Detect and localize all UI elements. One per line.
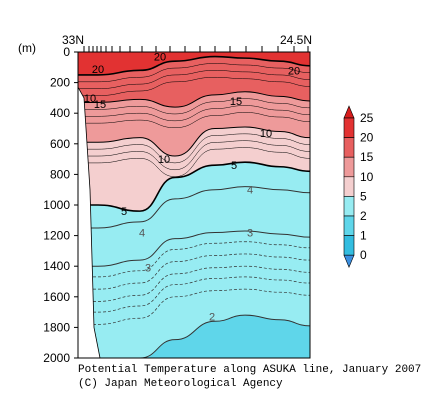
- y-tick-label: 200: [50, 76, 70, 90]
- contour-label: 15: [94, 99, 106, 111]
- contour-label: 10: [260, 128, 272, 140]
- contour-label: 20: [288, 65, 300, 77]
- legend-tick-label: 0: [360, 248, 367, 262]
- contour-label: 3: [145, 263, 151, 275]
- contour-5: [78, 161, 310, 212]
- contour-dashed: [78, 288, 310, 325]
- contour-label: 5: [121, 206, 127, 218]
- y-tick-label: 800: [50, 167, 70, 181]
- legend-arrow-top: [343, 105, 355, 119]
- contour-label: 15: [230, 96, 242, 108]
- legend-swatch: [343, 196, 355, 217]
- legend-tick-label: 5: [360, 189, 367, 203]
- y-tick-label: 1000: [43, 198, 70, 212]
- legend-tick-label: 10: [360, 170, 374, 184]
- y-axis-unit-label: (m): [18, 41, 36, 55]
- contour-label: 5: [231, 160, 237, 172]
- contour-label: 10: [84, 93, 96, 105]
- contour-minor: [78, 133, 310, 164]
- legend-tick-label: 20: [360, 131, 374, 145]
- contour-minor: [78, 140, 310, 171]
- contour-2: [78, 314, 310, 358]
- legend-swatch: [343, 176, 355, 197]
- y-tick-label: 1200: [43, 229, 70, 243]
- contour-15: [78, 91, 310, 108]
- legend-tick-label: 25: [360, 111, 374, 125]
- y-tick-label: 400: [50, 106, 70, 120]
- contour-label: 4: [139, 228, 145, 240]
- station-ticks: [83, 46, 309, 52]
- temperature-bands: [78, 52, 310, 358]
- y-tick-label: 1400: [43, 259, 70, 273]
- legend-swatch: [343, 235, 355, 256]
- contour-dashed: [78, 241, 310, 278]
- chart-title: Potential Temperature along ASUKA line, …: [78, 364, 421, 376]
- contour-dashed: [78, 253, 310, 290]
- y-tick-label: 2000: [43, 351, 70, 365]
- contour-minor: [78, 147, 310, 177]
- contour-minor: [78, 98, 310, 115]
- contour-minor: [78, 76, 310, 96]
- legend-tick-label: 1: [360, 229, 367, 243]
- legend-tick-label: 2: [360, 209, 367, 223]
- contour-label: 2: [209, 312, 215, 324]
- contour-label: 3: [247, 228, 253, 240]
- x-end-label: 24.5N: [280, 33, 312, 47]
- contour-lines: [78, 55, 310, 358]
- y-tick-label: 1600: [43, 290, 70, 304]
- contour-4: [78, 186, 310, 229]
- y-tick-label: 600: [50, 137, 70, 151]
- legend-tick-label: 15: [360, 150, 374, 164]
- chart-credit: (C) Japan Meteorological Agency: [78, 378, 283, 390]
- y-tick-label: 1800: [43, 320, 70, 334]
- contour-minor: [78, 105, 310, 122]
- contour-minor: [78, 112, 310, 128]
- contour-label: 20: [92, 64, 104, 76]
- legend-swatch: [343, 215, 355, 236]
- contour-dashed: [78, 276, 310, 313]
- contour-10: [78, 126, 310, 157]
- legend-swatch: [343, 156, 355, 178]
- contour-3: [78, 230, 310, 267]
- x-start-label: 33N: [62, 33, 84, 47]
- contour-20: [78, 55, 310, 76]
- contour-minor: [78, 70, 310, 89]
- legend-swatch: [343, 117, 355, 138]
- legend-swatch: [343, 137, 355, 158]
- contour-label: 10: [158, 154, 170, 166]
- contour-dashed: [78, 265, 310, 302]
- y-tick-label: 0: [63, 45, 70, 59]
- contour-label: 4: [247, 185, 253, 197]
- y-axis: 0 200 400 600 800 1000 1200 1400 1600 1800 2000: [43, 45, 78, 365]
- contour-label: 20: [154, 52, 166, 64]
- legend-arrow-bottom: [343, 254, 355, 268]
- contour-minor: [78, 63, 310, 83]
